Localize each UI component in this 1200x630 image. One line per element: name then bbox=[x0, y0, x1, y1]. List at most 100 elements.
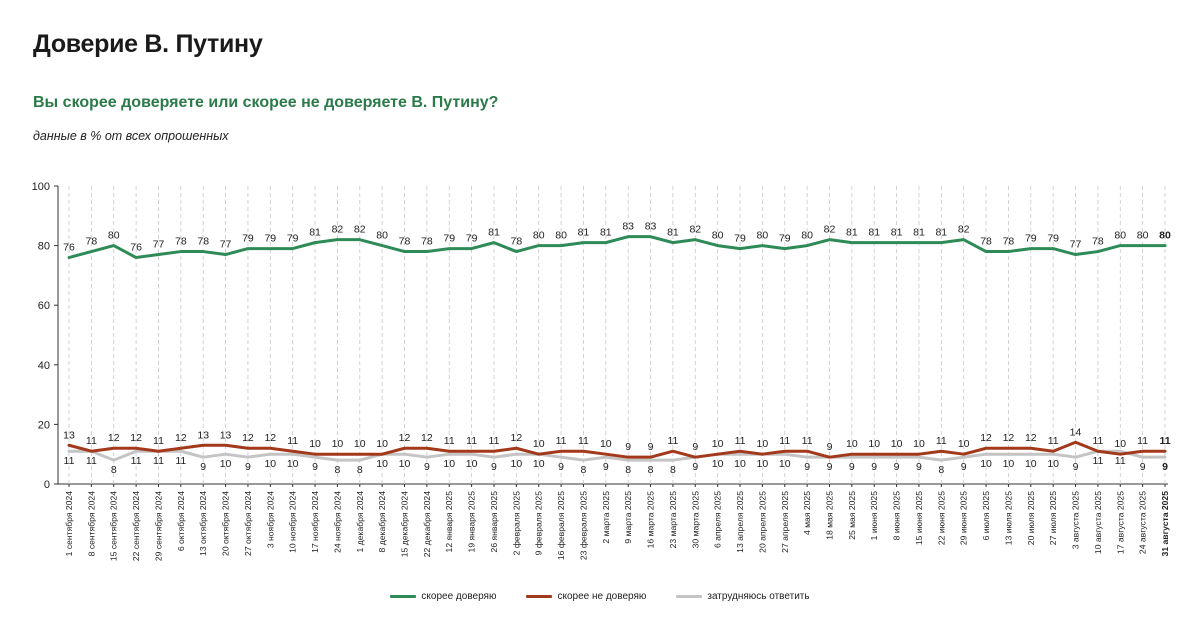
x-tick-label: 27 июля 2025 bbox=[1048, 491, 1058, 545]
data-label-0: 80 bbox=[1159, 230, 1171, 242]
legend-swatch-undecided bbox=[676, 595, 703, 598]
x-tick-label: 9 марта 2025 bbox=[623, 491, 633, 544]
legend-item-trust: скорее доверяю bbox=[390, 591, 496, 602]
y-tick-label: 80 bbox=[38, 241, 50, 253]
data-label-0: 81 bbox=[578, 227, 590, 239]
x-tick-label: 17 ноября 2024 bbox=[310, 491, 320, 553]
data-label-1: 12 bbox=[264, 432, 276, 444]
data-note: данные в % от всех опрошенных bbox=[33, 129, 229, 143]
chart-title: Доверие В. Путину bbox=[33, 30, 263, 58]
data-label-1: 10 bbox=[533, 438, 545, 450]
data-label-1: 13 bbox=[197, 429, 209, 441]
data-label-2: 8 bbox=[648, 464, 654, 476]
data-label-2: 8 bbox=[938, 464, 944, 476]
data-label-2: 11 bbox=[64, 455, 75, 467]
data-label-1: 10 bbox=[958, 438, 970, 450]
data-label-1: 12 bbox=[511, 432, 523, 444]
x-tick-label: 3 августа 2025 bbox=[1071, 491, 1081, 549]
data-label-0: 83 bbox=[622, 221, 634, 233]
data-label-1: 11 bbox=[1137, 435, 1148, 447]
data-label-2: 11 bbox=[175, 455, 186, 467]
data-label-0: 79 bbox=[734, 233, 746, 245]
data-label-1: 12 bbox=[399, 432, 411, 444]
legend-item-undecided: затрудняюсь ответить bbox=[676, 591, 810, 602]
data-label-1: 11 bbox=[466, 435, 477, 447]
data-label-0: 81 bbox=[846, 227, 858, 239]
data-label-1: 10 bbox=[376, 438, 388, 450]
data-label-1: 14 bbox=[1070, 426, 1082, 438]
data-label-1: 10 bbox=[712, 438, 724, 450]
data-label-1: 11 bbox=[578, 435, 589, 447]
data-label-1: 10 bbox=[891, 438, 903, 450]
data-label-2: 8 bbox=[111, 464, 117, 476]
data-label-0: 81 bbox=[600, 227, 612, 239]
data-label-2: 8 bbox=[625, 464, 631, 476]
data-label-0: 80 bbox=[757, 230, 769, 242]
x-tick-label: 6 апреля 2025 bbox=[713, 491, 723, 548]
x-tick-label: 8 июня 2025 bbox=[892, 491, 902, 541]
data-label-0: 81 bbox=[667, 227, 679, 239]
data-label-2: 9 bbox=[558, 461, 564, 473]
data-label-1: 9 bbox=[827, 441, 833, 453]
data-label-1: 11 bbox=[1092, 435, 1103, 447]
data-label-1: 12 bbox=[1025, 432, 1037, 444]
data-label-2: 10 bbox=[264, 458, 276, 470]
data-label-1: 11 bbox=[489, 435, 500, 447]
x-tick-label: 1 июня 2025 bbox=[869, 491, 879, 541]
data-label-0: 82 bbox=[689, 224, 701, 236]
data-label-0: 78 bbox=[980, 236, 992, 248]
data-label-1: 11 bbox=[287, 435, 298, 447]
data-label-1: 11 bbox=[153, 435, 164, 447]
data-label-1: 10 bbox=[354, 438, 366, 450]
data-label-1: 11 bbox=[802, 435, 813, 447]
data-label-0: 78 bbox=[1003, 236, 1015, 248]
data-label-1: 12 bbox=[108, 432, 120, 444]
data-label-1: 10 bbox=[913, 438, 925, 450]
data-label-2: 10 bbox=[287, 458, 299, 470]
data-label-0: 80 bbox=[1114, 230, 1126, 242]
data-label-0: 77 bbox=[153, 239, 165, 251]
series-line-2 bbox=[67, 449, 1167, 462]
data-label-1: 10 bbox=[600, 438, 612, 450]
x-tick-label: 15 декабря 2024 bbox=[400, 491, 410, 557]
x-tick-label: 29 июня 2025 bbox=[959, 491, 969, 545]
data-label-2: 11 bbox=[86, 455, 97, 467]
data-label-2: 10 bbox=[980, 458, 992, 470]
data-label-2: 8 bbox=[357, 464, 363, 476]
data-label-0: 76 bbox=[63, 242, 75, 254]
data-label-0: 82 bbox=[824, 224, 836, 236]
chart-legend: скорее доверяю скорее не доверяю затрудн… bbox=[0, 591, 1200, 602]
x-tick-label: 18 мая 2025 bbox=[824, 491, 834, 540]
data-label-2: 10 bbox=[734, 458, 746, 470]
x-tick-label: 16 марта 2025 bbox=[646, 491, 656, 549]
x-tick-label: 22 сентября 2024 bbox=[131, 491, 141, 561]
data-label-0: 81 bbox=[868, 227, 880, 239]
data-label-0: 78 bbox=[197, 236, 209, 248]
x-tick-label: 4 мая 2025 bbox=[802, 491, 812, 535]
x-tick-label: 15 июня 2025 bbox=[914, 491, 924, 545]
y-tick-label: 60 bbox=[38, 300, 50, 312]
data-label-2: 9 bbox=[894, 461, 900, 473]
data-label-2: 10 bbox=[511, 458, 523, 470]
data-label-2: 9 bbox=[692, 461, 698, 473]
x-tick-label: 6 июля 2025 bbox=[981, 491, 991, 541]
legend-label-trust: скорее доверяю bbox=[421, 591, 497, 602]
data-label-0: 80 bbox=[533, 230, 545, 242]
data-label-0: 80 bbox=[108, 230, 120, 242]
survey-question: Вы скорее доверяете или скорее не доверя… bbox=[33, 94, 499, 111]
y-tick-label: 0 bbox=[44, 479, 50, 491]
data-label-1: 12 bbox=[421, 432, 433, 444]
data-label-2: 10 bbox=[466, 458, 478, 470]
x-tick-label: 24 ноября 2024 bbox=[332, 491, 342, 553]
x-tick-label: 3 ноября 2024 bbox=[265, 491, 275, 548]
data-label-2: 9 bbox=[312, 461, 318, 473]
x-tick-label: 20 октября 2024 bbox=[221, 491, 231, 556]
x-tick-label: 20 июля 2025 bbox=[1026, 491, 1036, 545]
data-label-0: 79 bbox=[779, 233, 791, 245]
data-label-2: 9 bbox=[603, 461, 609, 473]
data-label-2: 10 bbox=[1025, 458, 1037, 470]
data-label-0: 81 bbox=[935, 227, 947, 239]
data-label-2: 10 bbox=[1047, 458, 1059, 470]
data-label-1: 9 bbox=[625, 441, 631, 453]
